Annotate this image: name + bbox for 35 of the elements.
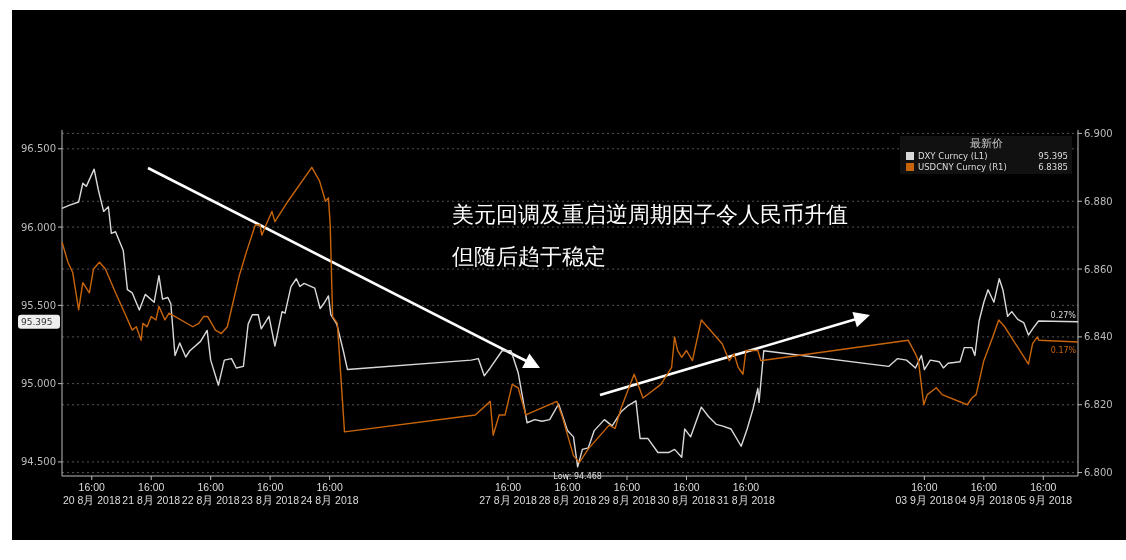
legend-label: USDCNY Curncy (R1) <box>918 162 1007 172</box>
y2-tick-label: 6.820 <box>1084 399 1113 411</box>
legend-label: DXY Curncy (L1) <box>918 151 988 161</box>
x-tick-label: 16:00 05 9月 2018 <box>1014 481 1073 506</box>
x-tick-label: 16:00 04 9月 2018 <box>954 481 1013 506</box>
x-tick-label: 16:00 28 8月 2018 <box>538 481 597 506</box>
x-tick-label: 16:00 23 8月 2018 <box>241 481 300 506</box>
y-tick-label: 94.500 <box>21 456 56 468</box>
x-tick-label: 16:00 03 9月 2018 <box>895 481 954 506</box>
y2-tick-label: 6.840 <box>1084 331 1113 343</box>
y-tick-label: 96.500 <box>21 143 56 155</box>
text: 95.395 <box>21 317 53 328</box>
annotation: 但随后趋于稳定 <box>452 244 606 269</box>
y-tick-label: 96.000 <box>21 221 56 233</box>
x-tick-label: 16:00 29 8月 2018 <box>598 481 657 506</box>
x-tick-label: 16:00 27 8月 2018 <box>479 481 538 506</box>
y2-tick-label: 6.800 <box>1084 467 1113 479</box>
x-tick-label: 16:00 31 8月 2018 <box>717 481 775 506</box>
x-tick-label: 16:00 24 8月 2018 <box>300 481 359 506</box>
legend-title: 最新价 <box>969 137 1003 149</box>
x-tick-label: 16:00 30 8月 2018 <box>657 481 716 506</box>
annotation: 美元回调及重启逆周期因子令人民币升值 <box>452 202 848 227</box>
y2-tick-label: 6.900 <box>1084 127 1113 139</box>
y-tick-label: 95.000 <box>21 378 56 390</box>
annotation: 0.17% <box>1050 346 1077 356</box>
x-tick-label: 16:00 21 8月 2018 <box>122 481 181 506</box>
annotation: 6.8385 <box>1038 162 1068 172</box>
annotation: 0.27% <box>1050 310 1077 320</box>
y2-tick-label: 6.880 <box>1084 195 1113 207</box>
x-tick-label: 16:00 22 8月 2018 <box>181 481 240 506</box>
annotation: 95.395 <box>1038 151 1068 161</box>
annotation: Low: 94.468 <box>553 471 602 481</box>
y2-tick-label: 6.860 <box>1084 263 1113 275</box>
y-tick-label: 95.500 <box>21 299 56 311</box>
x-tick-label: 16:00 20 8月 2018 <box>62 481 121 506</box>
